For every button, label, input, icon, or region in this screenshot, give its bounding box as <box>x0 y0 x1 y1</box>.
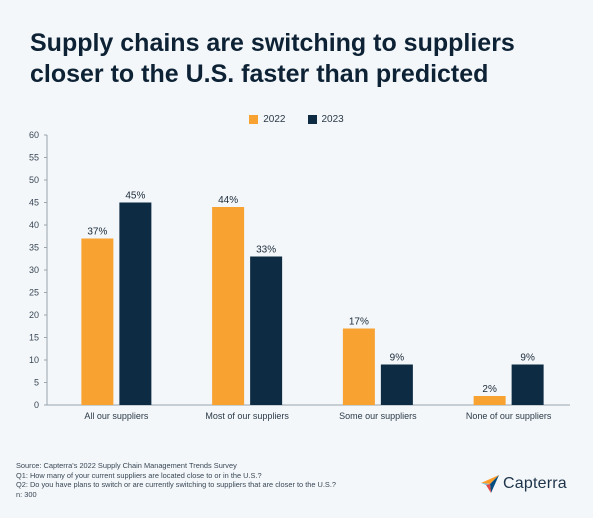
data-label-2023-3: 9% <box>520 353 535 364</box>
y-tick-label: 20 <box>29 310 39 320</box>
y-tick-label: 10 <box>29 355 39 365</box>
bar-2023-2 <box>380 364 413 405</box>
bar-2023-0 <box>119 202 152 405</box>
capterra-arrow-icon <box>481 475 499 493</box>
bar-2023-1 <box>250 256 283 405</box>
chart-footer: Source: Capterra's 2022 Supply Chain Man… <box>16 461 456 499</box>
data-label-2022-2: 17% <box>349 317 369 328</box>
x-category-label: Most of our suppliers <box>205 411 289 421</box>
data-label-2023-1: 33% <box>256 245 276 256</box>
y-tick-label: 5 <box>34 378 39 388</box>
y-tick-label: 55 <box>29 153 39 163</box>
bar-2022-1 <box>212 207 245 405</box>
y-tick-label: 30 <box>29 265 39 275</box>
bar-chart: 0 5 10 15 20 25 30 35 40 45 50 55 60 37% 45% All our su… <box>29 130 570 421</box>
title-line-2: closer to the U.S. faster than predicted <box>30 60 489 88</box>
capterra-logo-text: Capterra <box>503 475 567 492</box>
legend: 2022 2023 <box>0 114 593 125</box>
capterra-logo: Capterra <box>480 474 567 494</box>
y-tick-label: 40 <box>29 220 39 230</box>
x-category-label: Some our suppliers <box>339 411 417 421</box>
legend-label-2022: 2022 <box>263 114 286 125</box>
footer-sample-size: n: 300 <box>16 489 37 499</box>
legend-item-2023: 2023 <box>307 114 344 125</box>
footer-q2: Q2: Do you have plans to switch or are c… <box>16 480 337 490</box>
legend-swatch-2023 <box>307 115 317 124</box>
bar-2022-0 <box>81 238 114 405</box>
y-tick-label: 50 <box>29 175 39 185</box>
legend-label-2023: 2023 <box>321 114 344 125</box>
chart-title: Supply chains are switching to suppliers… <box>30 28 570 90</box>
data-label-2023-0: 45% <box>125 191 145 202</box>
data-label-2023-2: 9% <box>390 353 405 364</box>
x-category-label: None of our suppliers <box>466 411 552 421</box>
title-line-1: Supply chains are switching to suppliers <box>30 29 515 57</box>
bar-2023-3 <box>511 364 544 405</box>
data-label-2022-1: 44% <box>218 195 238 206</box>
y-tick-label: 15 <box>29 333 39 343</box>
footer-source: Source: Capterra's 2022 Supply Chain Man… <box>16 461 237 470</box>
data-label-2022-0: 37% <box>87 227 107 238</box>
y-tick-label: 60 <box>29 130 39 140</box>
y-tick-label: 35 <box>29 243 39 253</box>
y-tick-label: 0 <box>34 400 39 410</box>
data-label-2022-3: 2% <box>482 384 497 395</box>
y-tick-label: 25 <box>29 288 39 298</box>
y-tick-label: 45 <box>29 198 39 208</box>
footer-q1: Q1: How many of your current suppliers a… <box>16 470 262 480</box>
legend-item-2022: 2022 <box>249 114 286 125</box>
bar-2022-3 <box>473 396 506 405</box>
legend-swatch-2022 <box>249 115 259 124</box>
x-category-label: All our suppliers <box>84 411 149 421</box>
bar-2022-2 <box>342 328 375 405</box>
